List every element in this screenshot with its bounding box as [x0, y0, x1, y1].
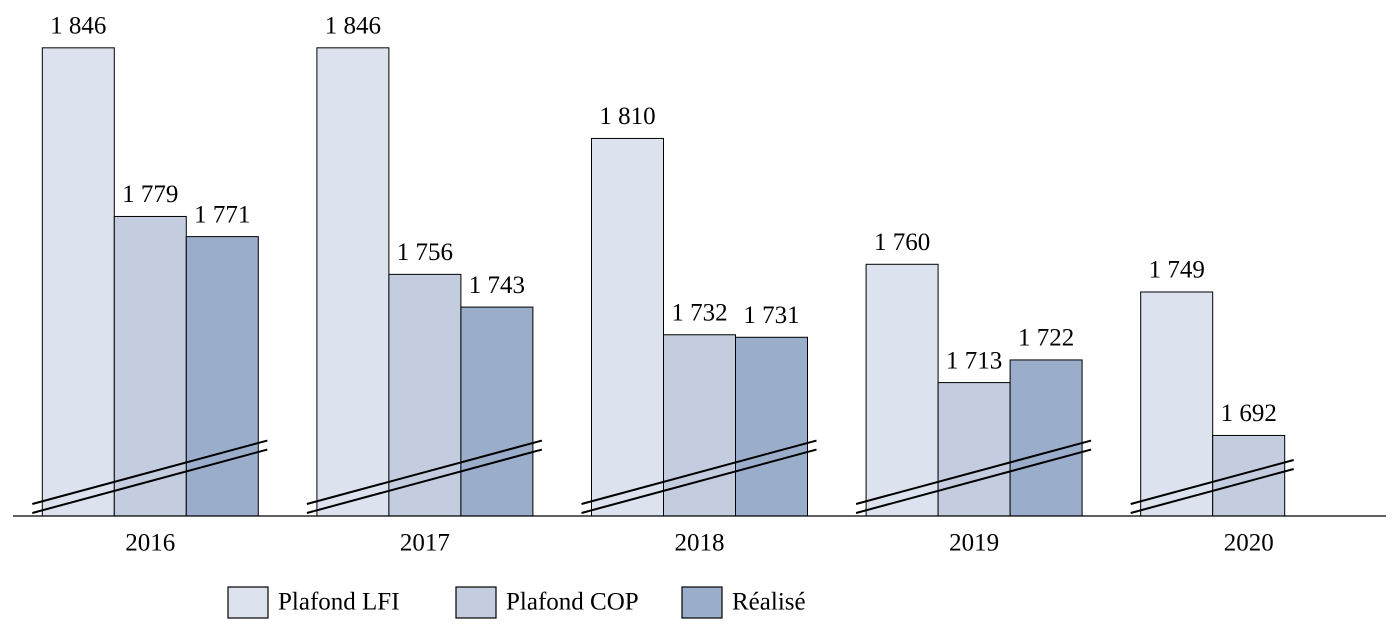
axis-break	[581, 448, 817, 514]
axis-break	[1130, 459, 1294, 505]
axis-break	[855, 448, 1092, 514]
legend-label: Plafond COP	[506, 589, 639, 616]
legend-label: Plafond LFI	[278, 589, 400, 616]
value-label: 1 771	[194, 201, 250, 228]
value-label: 1 732	[671, 300, 727, 327]
value-label: 1 760	[874, 229, 930, 256]
value-label: 1 846	[50, 13, 106, 40]
bar	[1140, 291, 1214, 517]
axis-break	[306, 439, 543, 505]
value-label: 1 756	[397, 239, 453, 266]
value-label: 1 722	[1018, 325, 1074, 352]
x-tick-label: 2018	[675, 530, 725, 557]
legend-swatch	[681, 586, 723, 619]
value-label: 1 779	[122, 181, 178, 208]
axis-break	[855, 439, 1092, 505]
bar	[388, 273, 462, 517]
bar	[460, 306, 534, 517]
bar	[1212, 434, 1286, 517]
bar	[865, 263, 939, 517]
axis-break	[32, 439, 268, 505]
bar	[591, 137, 664, 517]
axis-break	[306, 448, 543, 514]
x-tick-label: 2017	[400, 530, 450, 557]
bar	[41, 47, 115, 517]
axis-break	[32, 448, 268, 514]
value-label: 1 743	[469, 272, 525, 299]
axis-break	[581, 439, 817, 505]
value-label: 1 692	[1221, 400, 1277, 427]
bar	[113, 215, 187, 517]
value-label: 1 810	[599, 103, 655, 130]
bar	[937, 382, 1011, 517]
bar	[1009, 359, 1083, 517]
x-tick-label: 2016	[125, 530, 175, 557]
value-label: 1 749	[1149, 257, 1205, 284]
value-label: 1 846	[325, 13, 381, 40]
bar	[185, 236, 259, 517]
legend-swatch	[455, 586, 497, 619]
value-label: 1 713	[946, 347, 1002, 374]
legend-label: Réalisé	[732, 589, 806, 616]
bar	[735, 336, 808, 517]
x-tick-label: 2019	[949, 530, 999, 557]
bar	[316, 47, 390, 517]
axis-break	[1130, 468, 1294, 514]
x-tick-label: 2020	[1224, 530, 1274, 557]
legend-swatch	[227, 586, 269, 619]
value-label: 1 731	[743, 302, 799, 329]
